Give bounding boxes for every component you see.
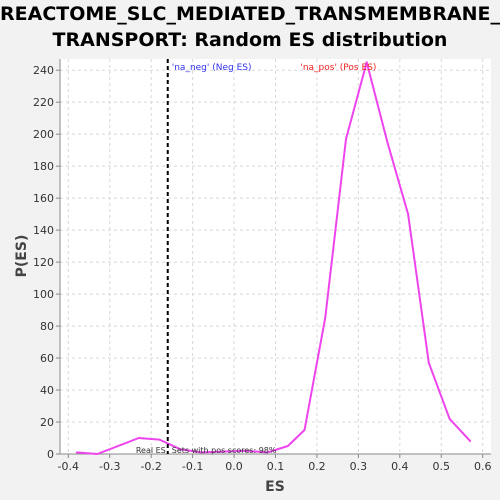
sets-pos-scores-text: Sets with pos scores: 98%: [172, 446, 277, 455]
tick-layer: -0.4 -0.3 -0.2 -0.1 0.0 0.1 0.2 0.3 0.4 0.5 0.6 0 20…: [33, 64, 491, 473]
y-tick-label: 60: [40, 352, 54, 365]
y-tick-label: 160: [33, 192, 54, 205]
y-tick-label: 220: [33, 96, 54, 109]
x-tick-label: 0.5: [433, 460, 451, 473]
x-tick-label: -0.4: [58, 460, 79, 473]
series-point: [158, 438, 161, 441]
series-point: [245, 450, 248, 452]
series-point: [137, 437, 140, 439]
x-tick-label: -0.3: [99, 460, 120, 473]
x-tick-label: 0.4: [391, 460, 409, 473]
series-point: [287, 445, 289, 447]
pos-es-label: 'na_pos' (Pos ES): [300, 63, 376, 73]
series-layer: [75, 61, 472, 455]
series-point: [200, 451, 202, 454]
series-point: [179, 448, 181, 451]
x-tick-label: 0.3: [350, 460, 368, 473]
neg-es-label: 'na_neg' (Neg ES): [172, 63, 252, 73]
y-tick-label: 0: [47, 448, 54, 461]
y-tick-label: 240: [33, 64, 54, 77]
y-tick-label: 80: [40, 320, 54, 333]
series-point: [386, 141, 389, 143]
y-tick-label: 40: [40, 384, 54, 397]
series-point: [428, 362, 430, 364]
series-point: [75, 451, 78, 454]
y-tick-label: 180: [33, 160, 54, 173]
y-tick-label: 100: [33, 288, 54, 301]
x-tick-label: 0.1: [267, 460, 285, 473]
x-axis-title: ES: [265, 479, 285, 495]
series-point: [365, 61, 368, 63]
chart-title-line2: TRANSPORT: Random ES distribution: [52, 29, 448, 51]
chart-title-line1: REACTOME_SLC_MEDIATED_TRANSMEMBRANE_: [0, 3, 500, 25]
series-point: [266, 451, 269, 454]
series-point: [469, 440, 472, 443]
plot-area: [60, 59, 491, 454]
annotation-layer: 'na_neg' (Neg ES) 'na_pos' (Pos ES) Real…: [136, 59, 376, 455]
y-tick-label: 140: [33, 224, 54, 237]
series-point: [407, 213, 409, 215]
series-line: [76, 61, 472, 455]
chart-title: REACTOME_SLC_MEDIATED_TRANSMEMBRANE_ TRA…: [0, 1, 500, 53]
x-tick-label: 0.6: [474, 460, 492, 473]
series-point: [303, 429, 306, 431]
y-tick-label: 20: [40, 416, 54, 429]
y-axis-title: P(ES): [14, 235, 30, 278]
series-point: [448, 418, 451, 420]
x-tick-label: 0.2: [308, 460, 326, 473]
real-es-text: Real ES: [136, 446, 166, 455]
y-tick-label: 200: [33, 128, 54, 141]
x-tick-label: -0.1: [182, 460, 203, 473]
series-point: [324, 317, 327, 319]
x-tick-label: -0.2: [140, 460, 161, 473]
series-point: [96, 453, 99, 455]
y-tick-label: 120: [33, 256, 54, 269]
series-point: [345, 138, 347, 140]
x-tick-label: 0.0: [225, 460, 243, 473]
